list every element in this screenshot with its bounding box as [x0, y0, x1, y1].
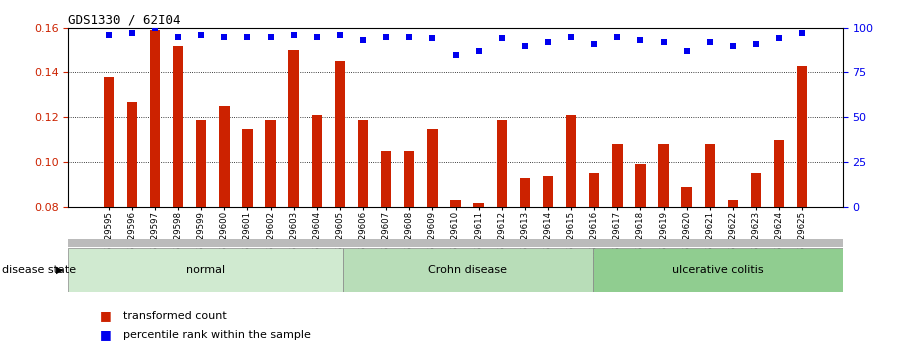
Point — [541, 39, 556, 45]
Point — [333, 32, 347, 38]
Bar — [404, 151, 415, 345]
Point — [101, 32, 116, 38]
Bar — [728, 200, 738, 345]
Text: GDS1330 / 62I04: GDS1330 / 62I04 — [68, 14, 180, 27]
Point — [471, 48, 486, 54]
Bar — [474, 203, 484, 345]
Point — [425, 36, 440, 41]
Point — [448, 52, 463, 57]
Point — [148, 25, 162, 30]
Bar — [381, 151, 392, 345]
Point — [310, 34, 324, 39]
Bar — [519, 178, 530, 345]
Bar — [797, 66, 807, 345]
Bar — [104, 77, 114, 345]
Bar — [681, 187, 691, 345]
Bar — [427, 128, 437, 345]
Bar — [589, 173, 599, 345]
Bar — [704, 144, 715, 345]
Text: ■: ■ — [100, 309, 112, 322]
Point — [702, 39, 717, 45]
Point — [726, 43, 741, 48]
Point — [610, 34, 625, 39]
Bar — [566, 115, 577, 345]
Bar — [543, 176, 553, 345]
Point — [263, 34, 278, 39]
Point — [656, 39, 670, 45]
Point — [517, 43, 532, 48]
Point — [495, 36, 509, 41]
Bar — [196, 120, 207, 345]
Point — [564, 34, 578, 39]
Text: ulcerative colitis: ulcerative colitis — [672, 265, 763, 275]
Text: transformed count: transformed count — [123, 311, 227, 321]
Point — [217, 34, 231, 39]
Bar — [635, 164, 646, 345]
Bar — [68, 248, 343, 292]
Point — [194, 32, 209, 38]
Point — [680, 48, 694, 54]
Text: normal: normal — [186, 265, 225, 275]
Point — [241, 34, 255, 39]
Bar — [149, 30, 160, 345]
Bar — [358, 120, 368, 345]
Point — [772, 36, 786, 41]
Bar — [612, 144, 622, 345]
Bar — [127, 101, 137, 345]
Bar — [496, 120, 507, 345]
Bar — [659, 144, 669, 345]
Bar — [289, 50, 299, 345]
Bar — [265, 120, 276, 345]
Text: ▶: ▶ — [56, 265, 64, 275]
Point — [587, 41, 601, 47]
Bar — [593, 248, 843, 292]
Bar — [774, 140, 784, 345]
Point — [170, 34, 185, 39]
Point — [795, 30, 810, 36]
Bar — [450, 200, 461, 345]
Point — [125, 30, 139, 36]
Point — [633, 37, 648, 43]
Bar — [334, 61, 345, 345]
Bar — [751, 173, 762, 345]
Text: ■: ■ — [100, 328, 112, 341]
Point — [402, 34, 416, 39]
Bar — [220, 106, 230, 345]
Bar — [242, 128, 252, 345]
Text: percentile rank within the sample: percentile rank within the sample — [123, 330, 311, 339]
Text: Crohn disease: Crohn disease — [428, 265, 507, 275]
Point — [286, 32, 301, 38]
Point — [355, 37, 370, 43]
Bar — [173, 46, 183, 345]
Bar — [343, 248, 593, 292]
Text: disease state: disease state — [2, 265, 76, 275]
Bar — [312, 115, 322, 345]
Point — [379, 34, 394, 39]
Point — [749, 41, 763, 47]
